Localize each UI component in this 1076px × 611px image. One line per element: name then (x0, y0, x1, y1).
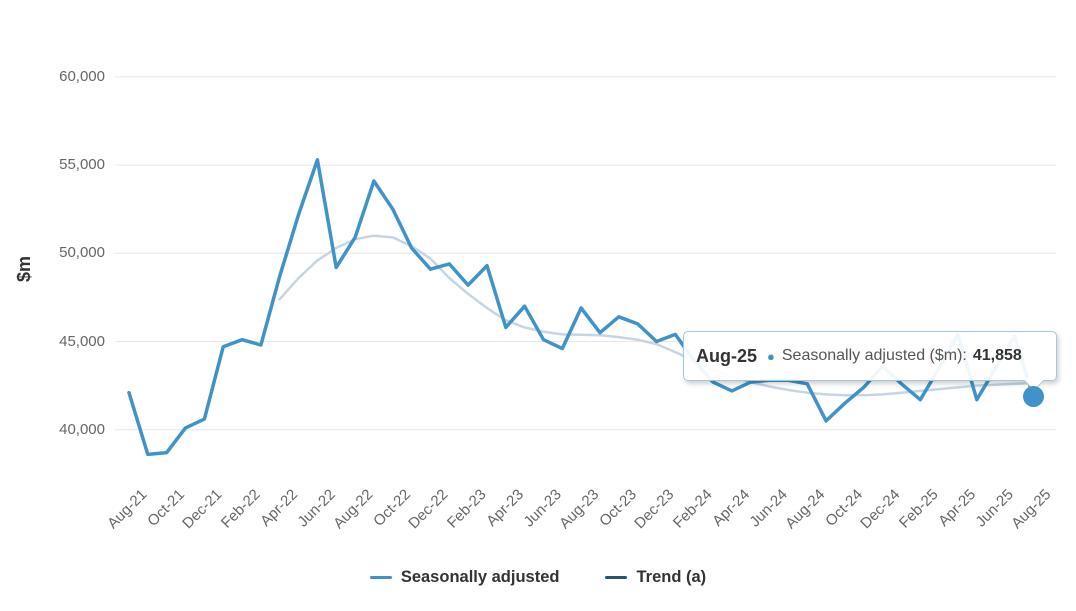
tooltip-value: 41,858 (972, 347, 1022, 364)
trend-line-swatch-icon (605, 575, 628, 580)
legend-label-seasonally-adjusted: Seasonally adjusted (400, 568, 560, 586)
legend-item-seasonally-adjusted[interactable]: Seasonally adjusted (369, 568, 560, 587)
legend: Seasonally adjusted Trend (a) (0, 568, 1076, 587)
series-line-trend (278, 234, 1035, 397)
tooltip-date: Aug-25 (696, 345, 758, 366)
series-line-seasonally-adjusted (127, 158, 1036, 457)
seasonally-adjusted-line-swatch-icon (369, 575, 392, 580)
y-axis-tick-label: 55,000 (59, 156, 105, 174)
series-marker-icon: ● (767, 348, 775, 364)
y-axis-tick-label: 40,000 (59, 420, 105, 438)
y-axis-tick-label: 45,000 (59, 332, 105, 350)
y-axis-tick-label: 60,000 (59, 67, 105, 85)
tooltip: Aug-25 ● Seasonally adjusted ($m): 41,85… (683, 331, 1057, 391)
legend-item-trend[interactable]: Trend (a) (605, 568, 706, 587)
highlighted-point-marker[interactable] (1022, 386, 1044, 408)
legend-label-trend: Trend (a) (636, 568, 707, 586)
y-axis-tick-label: 50,000 (59, 244, 105, 262)
tooltip-series-label: Seasonally adjusted ($m): (781, 347, 967, 364)
